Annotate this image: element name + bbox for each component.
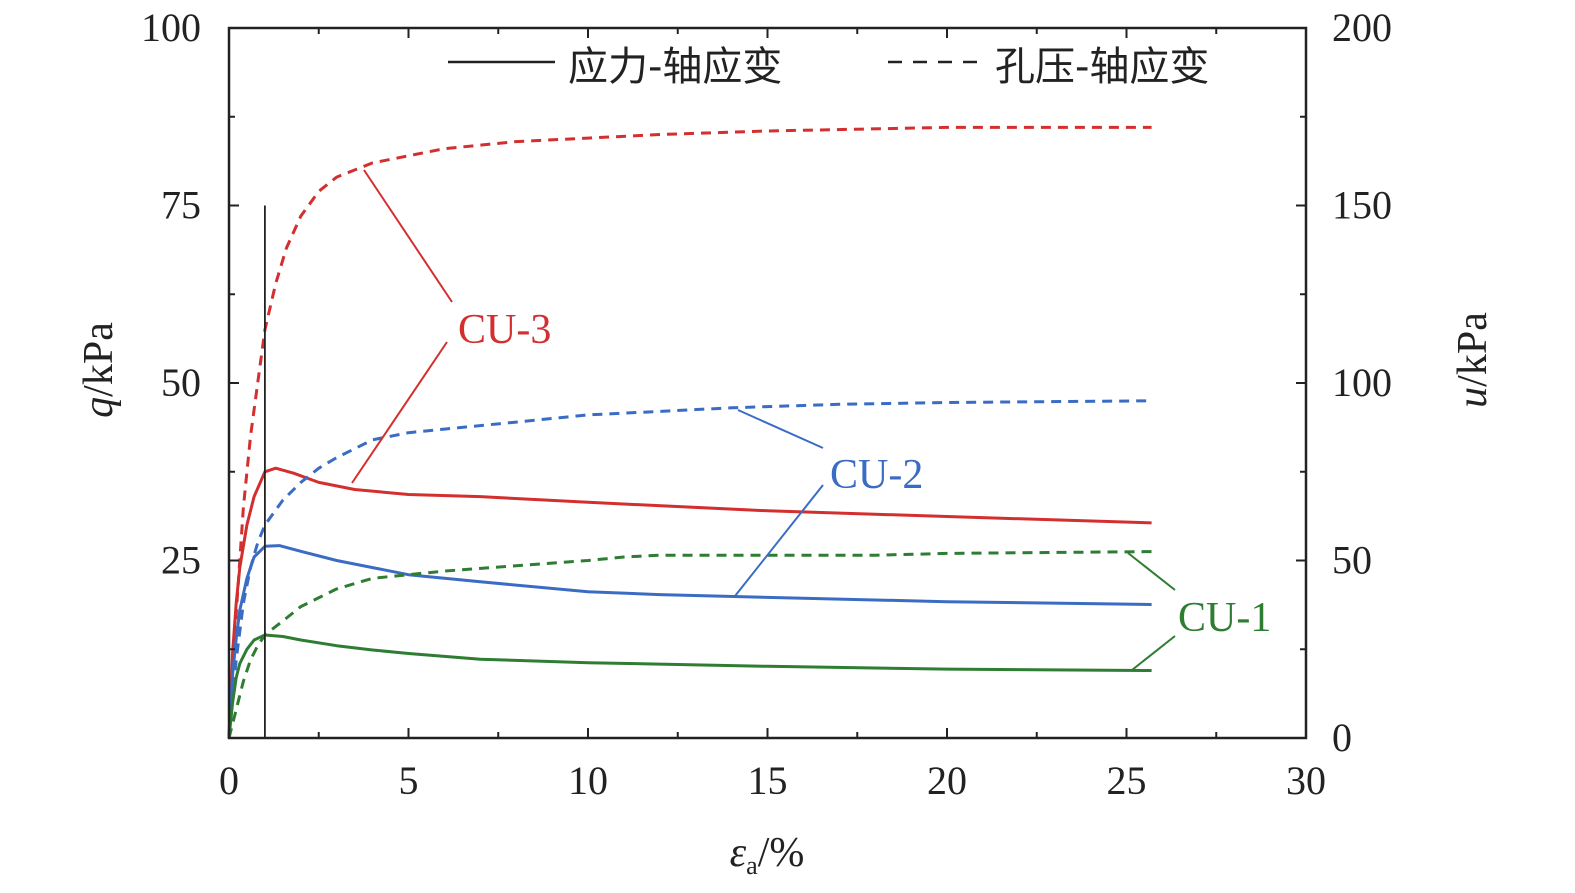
- y-left-tick-label: 75: [161, 183, 201, 228]
- y-right-tick-label: 0: [1332, 715, 1352, 760]
- series-line-cu-3-u: [227, 125, 1152, 739]
- y-left-tick-label: 25: [161, 538, 201, 583]
- plot-frame: [227, 26, 1308, 740]
- y-left-tick-label: 100: [141, 5, 201, 50]
- series-line-cu-2-u: [227, 399, 1152, 739]
- y-right-axis-title: u/kPa: [1450, 312, 1496, 408]
- tick-labels: 0 5 10 15 20 25 30 25 50 75 100 0 50 100 150 200: [141, 5, 1392, 803]
- plot-content: [227, 125, 1152, 739]
- x-axis-title: εa/%: [730, 830, 805, 880]
- cu1-label: CU-1: [1178, 595, 1271, 641]
- y-left-tick-label: 50: [161, 360, 201, 405]
- x-tick-label: 15: [748, 758, 788, 803]
- x-tick-label: 25: [1107, 758, 1147, 803]
- cu3-leader-to-pore: [363, 169, 453, 303]
- legend: 应力-轴应变 孔压-轴应变: [448, 44, 1209, 90]
- series-line-cu-1-u: [227, 550, 1152, 739]
- series-line-cu-1-q: [227, 633, 1152, 739]
- y-right-axis-unit: /kPa: [1450, 312, 1496, 387]
- y-right-tick-label: 100: [1332, 360, 1392, 405]
- cu3-leader-to-stress: [351, 341, 448, 484]
- legend-label-pore-pressure: 孔压-轴应变: [995, 44, 1209, 90]
- x-axis-subscript: a: [746, 851, 758, 880]
- x-tick-label: 30: [1286, 758, 1326, 803]
- x-tick-label: 0: [219, 758, 239, 803]
- tick-marks: [228, 27, 1307, 739]
- x-axis-unit: /%: [758, 830, 805, 876]
- annotations: CU-3 CU-2 CU-1: [351, 169, 1271, 671]
- y-right-tick-label: 150: [1332, 183, 1392, 228]
- y-left-axis-unit: /kPa: [76, 322, 122, 397]
- y-left-axis-symbol: q: [76, 397, 122, 418]
- cu2-label: CU-2: [830, 452, 923, 498]
- cu3-label: CU-3: [458, 307, 551, 353]
- x-tick-label: 10: [568, 758, 608, 803]
- y-left-axis-title: q/kPa: [76, 322, 122, 418]
- cu1-leader-to-pore: [1127, 552, 1176, 591]
- y-right-axis-symbol: u: [1450, 387, 1496, 408]
- x-axis-symbol: ε: [730, 830, 747, 876]
- y-right-tick-label: 200: [1332, 5, 1392, 50]
- cu2-leader-to-stress: [734, 484, 824, 597]
- series-line-cu-2-q: [227, 544, 1152, 739]
- y-right-tick-label: 50: [1332, 538, 1372, 583]
- x-tick-label: 20: [927, 758, 967, 803]
- cu2-leader-to-pore: [737, 409, 824, 449]
- x-tick-label: 5: [399, 758, 419, 803]
- legend-label-stress: 应力-轴应变: [568, 44, 782, 90]
- cu1-leader-to-stress: [1131, 635, 1176, 671]
